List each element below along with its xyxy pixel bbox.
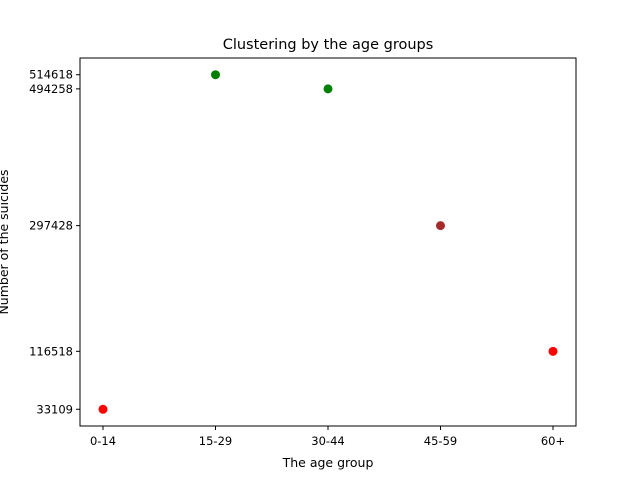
plot-frame <box>79 57 577 427</box>
x-tick-label: 45-59 <box>424 434 457 448</box>
x-tick-label: 0-14 <box>90 434 116 448</box>
data-point <box>323 84 333 94</box>
x-tick-label: 15-29 <box>199 434 232 448</box>
y-tick-label: 297428 <box>29 219 73 233</box>
data-point <box>548 346 558 356</box>
data-point <box>211 70 220 80</box>
plot-area: 0-14 15-29 30-44 45-59 60+ 33109 116518 297428 4… <box>29 68 565 448</box>
data-point <box>436 221 445 231</box>
y-tick-label: 33109 <box>36 402 73 416</box>
chart-title: Clustering by the age groups <box>223 37 434 53</box>
y-tick-label: 494258 <box>29 82 73 96</box>
x-tick-label: 30-44 <box>311 434 344 448</box>
x-tick-label: 60+ <box>541 434 565 448</box>
data-point <box>98 404 108 414</box>
y-tick-label: 514618 <box>29 68 73 82</box>
x-axis-label: The age group <box>282 455 374 470</box>
y-tick-label: 116518 <box>29 344 73 358</box>
y-axis-label: Number of the suicides <box>0 169 11 314</box>
